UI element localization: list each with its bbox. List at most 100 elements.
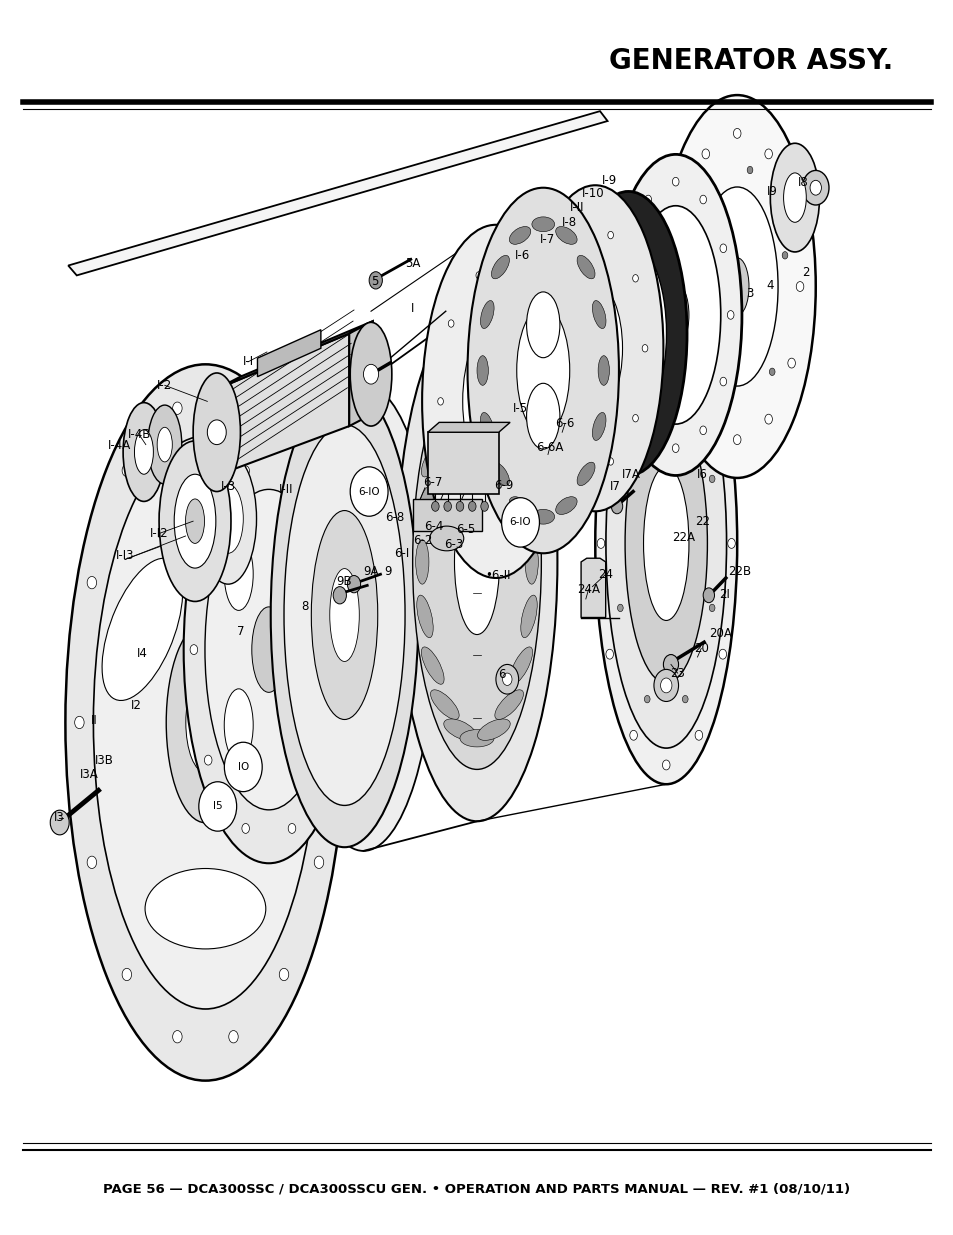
Circle shape: [172, 403, 182, 415]
Circle shape: [122, 464, 132, 477]
Circle shape: [670, 282, 678, 291]
Circle shape: [801, 170, 828, 205]
Circle shape: [672, 443, 679, 452]
Circle shape: [768, 368, 774, 375]
Text: 6-IO: 6-IO: [509, 517, 531, 527]
Ellipse shape: [416, 487, 433, 529]
Circle shape: [437, 398, 443, 405]
Circle shape: [448, 320, 454, 327]
Text: I-6: I-6: [515, 249, 530, 262]
Circle shape: [552, 415, 558, 422]
Text: I-9: I-9: [601, 174, 617, 186]
Ellipse shape: [413, 354, 540, 769]
Ellipse shape: [421, 225, 569, 578]
Circle shape: [624, 377, 631, 385]
Ellipse shape: [421, 440, 444, 477]
Circle shape: [679, 358, 686, 368]
Circle shape: [727, 538, 735, 548]
Circle shape: [679, 205, 686, 215]
Text: 7: 7: [236, 625, 244, 637]
Ellipse shape: [421, 647, 444, 684]
Polygon shape: [580, 558, 605, 618]
Circle shape: [719, 427, 726, 437]
Ellipse shape: [480, 300, 494, 329]
Circle shape: [764, 149, 772, 159]
Text: 6-6A: 6-6A: [536, 441, 563, 453]
Circle shape: [538, 447, 550, 462]
Circle shape: [605, 650, 613, 659]
Circle shape: [661, 760, 669, 769]
Text: I-II: I-II: [278, 483, 293, 495]
Ellipse shape: [782, 173, 805, 222]
Circle shape: [606, 489, 618, 504]
Circle shape: [74, 716, 84, 729]
Circle shape: [207, 420, 226, 445]
Ellipse shape: [189, 751, 246, 855]
Ellipse shape: [224, 537, 253, 610]
Circle shape: [288, 824, 295, 834]
Ellipse shape: [532, 217, 554, 232]
Circle shape: [746, 167, 752, 174]
Text: 20A: 20A: [708, 627, 731, 640]
Ellipse shape: [228, 558, 309, 700]
Ellipse shape: [87, 537, 200, 821]
Circle shape: [629, 347, 637, 357]
Circle shape: [632, 274, 638, 282]
Polygon shape: [427, 432, 498, 494]
Circle shape: [764, 414, 772, 424]
Circle shape: [448, 475, 454, 483]
Text: 6-2: 6-2: [413, 535, 433, 547]
Circle shape: [577, 458, 582, 466]
Text: I-7: I-7: [539, 233, 555, 246]
Circle shape: [476, 524, 481, 531]
Circle shape: [659, 678, 671, 693]
Circle shape: [51, 810, 70, 835]
Ellipse shape: [284, 425, 405, 805]
Ellipse shape: [467, 188, 618, 553]
Circle shape: [720, 245, 726, 253]
Ellipse shape: [491, 256, 509, 279]
Circle shape: [443, 501, 451, 511]
Circle shape: [468, 501, 476, 511]
Circle shape: [617, 604, 622, 611]
Ellipse shape: [476, 356, 488, 385]
Text: I8: I8: [798, 177, 808, 189]
Text: 3: 3: [745, 288, 753, 300]
Text: I5: I5: [213, 802, 222, 811]
Ellipse shape: [459, 377, 494, 394]
Text: I3: I3: [53, 811, 64, 824]
Ellipse shape: [595, 303, 737, 784]
Text: GENERATOR ASSY.: GENERATOR ASSY.: [609, 47, 893, 74]
Circle shape: [701, 149, 709, 159]
Text: 6-6: 6-6: [555, 417, 574, 430]
Ellipse shape: [592, 300, 605, 329]
Ellipse shape: [123, 403, 165, 501]
Circle shape: [695, 347, 702, 357]
Ellipse shape: [443, 384, 476, 405]
Ellipse shape: [532, 509, 554, 524]
Text: 6-IO: 6-IO: [358, 487, 379, 496]
Text: 23: 23: [669, 667, 684, 679]
Text: I-2: I-2: [157, 379, 172, 391]
Text: I9: I9: [766, 185, 777, 198]
Circle shape: [350, 467, 388, 516]
Ellipse shape: [609, 154, 741, 475]
Ellipse shape: [110, 594, 178, 764]
Circle shape: [496, 664, 518, 694]
Text: 6-3: 6-3: [443, 538, 462, 551]
Ellipse shape: [284, 689, 314, 762]
Circle shape: [548, 398, 554, 405]
Circle shape: [643, 384, 649, 391]
Circle shape: [624, 245, 631, 253]
Text: 6-7: 6-7: [422, 477, 442, 489]
Text: 22A: 22A: [671, 531, 694, 543]
Ellipse shape: [148, 405, 182, 484]
Text: 8: 8: [301, 600, 308, 613]
Text: I2: I2: [131, 699, 142, 711]
Circle shape: [672, 178, 679, 186]
Ellipse shape: [174, 474, 215, 568]
Text: 24: 24: [598, 568, 613, 580]
Ellipse shape: [350, 322, 392, 426]
Ellipse shape: [186, 672, 225, 773]
Circle shape: [733, 435, 740, 445]
